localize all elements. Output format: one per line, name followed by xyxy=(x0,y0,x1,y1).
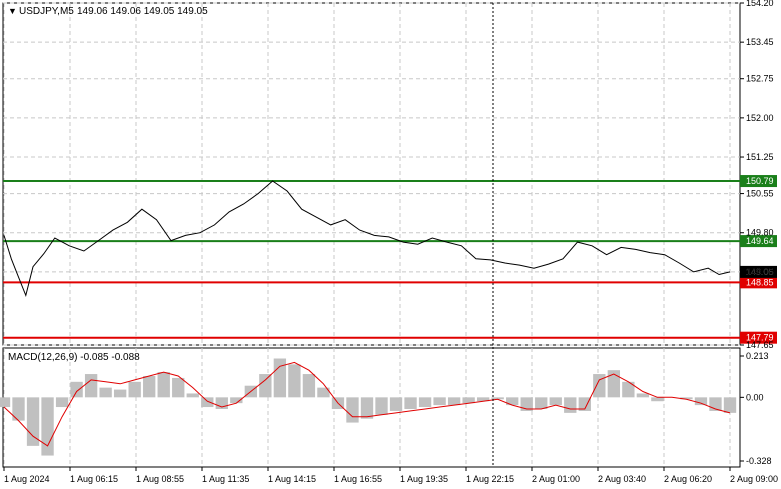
macd-histogram-bar xyxy=(462,397,475,404)
macd-histogram-bar xyxy=(535,397,548,409)
macd-histogram-bar xyxy=(433,397,446,406)
macd-histogram-bar xyxy=(607,370,621,398)
macd-histogram-bar xyxy=(201,397,214,408)
time-tick-label: 1 Aug 16:55 xyxy=(334,474,382,484)
macd-histogram-bar xyxy=(694,397,708,406)
macd-histogram-bar xyxy=(230,397,243,404)
macd-title: MACD(12,26,9) -0.085 -0.088 xyxy=(8,352,140,363)
time-tick-label: 2 Aug 09:00 xyxy=(730,474,778,484)
price-layer xyxy=(3,180,731,298)
macd-histogram-bar xyxy=(578,397,591,411)
level-label: 150.79 xyxy=(746,176,774,186)
support-level-badge xyxy=(740,276,777,289)
macd-histogram-bar xyxy=(636,393,650,398)
macd-histogram-bar xyxy=(172,377,185,398)
macd-histogram-bar xyxy=(0,397,11,408)
macd-histogram-bar xyxy=(84,374,98,398)
macd-histogram-bar xyxy=(41,397,54,456)
price-tick-label: 153.45 xyxy=(746,37,774,47)
resistance-level-badge xyxy=(740,235,777,248)
support-level-badge xyxy=(740,331,777,344)
macd-histogram-bar xyxy=(273,358,287,398)
macd-histogram-bar xyxy=(418,397,432,408)
time-tick-label: 1 Aug 14:15 xyxy=(268,474,316,484)
macd-histogram-bar xyxy=(128,381,141,398)
macd-histogram-bar xyxy=(549,397,562,406)
time-tick-label: 1 Aug 2024 xyxy=(4,474,50,484)
macd-histogram-bar xyxy=(651,397,664,402)
macd-histogram-bar xyxy=(259,374,272,398)
time-tick-label: 1 Aug 19:35 xyxy=(400,474,448,484)
macd-histogram-bar xyxy=(99,387,112,398)
macd-histogram-bar xyxy=(157,372,170,398)
macd-histogram-bar xyxy=(55,397,69,408)
time-tick-label: 1 Aug 06:15 xyxy=(70,474,118,484)
current-price-badge xyxy=(740,265,777,278)
macd-histogram-bar xyxy=(622,381,635,398)
price-tick-label: 151.25 xyxy=(746,152,774,162)
time-tick-label: 1 Aug 08:55 xyxy=(136,474,184,484)
price-tick-label: 152.00 xyxy=(746,113,774,123)
time-tick-label: 2 Aug 01:00 xyxy=(532,474,580,484)
macd-histogram-bar xyxy=(26,397,40,446)
macd-tick-label: 0.213 xyxy=(746,351,769,361)
macd-histogram-bar xyxy=(680,397,693,400)
time-tick-label: 2 Aug 03:40 xyxy=(598,474,646,484)
macd-histogram-bar xyxy=(215,397,228,409)
macd-histogram-bar xyxy=(12,397,25,421)
symbol-dropdown-icon[interactable]: ▼ xyxy=(8,6,17,16)
level-label: 149.64 xyxy=(746,236,774,246)
macd-histogram-bar xyxy=(288,364,301,398)
macd-histogram-bar xyxy=(346,397,359,423)
ohlc-readout: 149.06 149.06 149.05 149.05 xyxy=(77,6,208,17)
axis-labels: 154.20 153.45 152.75 152.00 151.25 150.55 149.… xyxy=(3,0,778,484)
macd-histogram-bar xyxy=(491,397,504,400)
price-series-line xyxy=(3,180,731,298)
macd-signal-line xyxy=(3,361,731,447)
price-tick-label: 150.55 xyxy=(746,189,774,199)
macd-histogram-bar xyxy=(375,397,388,415)
price-tick-label: 154.20 xyxy=(746,0,774,8)
macd-histogram-bar xyxy=(506,397,519,406)
macd-histogram-bar xyxy=(113,389,127,398)
current-price-label: 149.05 xyxy=(746,267,774,277)
time-tick-label: 2 Aug 06:20 xyxy=(664,474,712,484)
macd-tick-label: -0.328 xyxy=(746,456,772,466)
macd-histogram-bar xyxy=(723,397,737,413)
macd-histogram-bar xyxy=(476,397,490,402)
level-label: 148.85 xyxy=(746,277,774,287)
macd-histogram-bar xyxy=(564,397,577,413)
macd-layer xyxy=(0,358,737,456)
price-pane-frame xyxy=(2,2,741,346)
grid xyxy=(3,2,740,467)
macd-pane-frame xyxy=(2,347,741,468)
macd-tick-label: 0.00 xyxy=(746,392,764,402)
time-tick-label: 1 Aug 11:35 xyxy=(202,474,249,484)
level-lines: 150.79 149.64 148.85 147.79 149.05 xyxy=(3,175,777,344)
macd-histogram-bar xyxy=(302,374,316,398)
macd-histogram-bar xyxy=(389,397,403,411)
resistance-level-badge xyxy=(740,175,777,188)
macd-histogram-bar xyxy=(404,397,417,409)
macd-histogram-bar xyxy=(143,375,156,398)
macd-histogram-bar xyxy=(360,397,374,419)
macd-histogram-bar xyxy=(447,397,461,406)
price-tick-label: 149.80 xyxy=(746,228,774,238)
level-label: 147.79 xyxy=(746,333,774,343)
macd-histogram-bar xyxy=(70,381,83,398)
macd-histogram-bar xyxy=(593,374,606,398)
symbol-title: USDJPY,M5 xyxy=(19,6,74,17)
macd-histogram-bar xyxy=(520,397,533,411)
price-tick-label: 152.75 xyxy=(746,74,774,84)
price-tick-label: 149.05 xyxy=(746,267,774,277)
time-tick-label: 1 Aug 22:15 xyxy=(466,474,514,484)
macd-histogram-bar xyxy=(317,387,330,398)
price-tick-label: 147.65 xyxy=(746,340,774,350)
macd-histogram-bar xyxy=(186,393,199,398)
